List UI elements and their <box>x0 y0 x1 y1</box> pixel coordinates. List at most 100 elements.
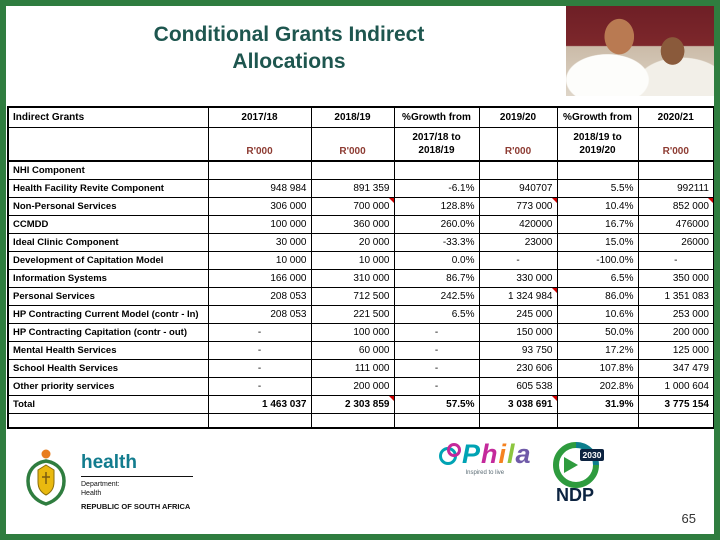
row-label: Total <box>7 394 209 414</box>
column-header: 2020/21 <box>637 106 714 128</box>
brand-text: health Department: Health REPUBLIC OF SO… <box>81 445 193 511</box>
row-label: Non-Personal Services <box>7 196 209 216</box>
table-row: Development of Capitation Model 10 000 10 … <box>7 250 714 270</box>
value-cell: 3 038 691 <box>478 394 558 414</box>
value-cell <box>637 160 714 180</box>
ndp-badge: 2030 <box>582 450 601 460</box>
phila-logo: Phila Inspired to live <box>438 439 532 476</box>
value-cell: 30 000 <box>207 232 312 252</box>
column-subheader: R'000 <box>310 126 395 162</box>
value-cell: 350 000 <box>637 268 714 288</box>
row-label: Mental Health Services <box>7 340 209 360</box>
table-row: Total 1 463 037 2 303 859 57.5% 3 038 691 31.… <box>7 394 714 414</box>
table-head: Indirect Grants 2017/18 2018/19 %Growth fro… <box>7 106 714 162</box>
value-cell: 200 000 <box>637 322 714 342</box>
value-cell: 891 359 <box>310 178 395 198</box>
value-cell: 3 775 154 <box>637 394 714 414</box>
ndp-text: NDP <box>556 485 594 505</box>
slide-header: Conditional Grants Indirect Allocations <box>6 6 714 106</box>
column-header: 2018/19 <box>310 106 395 128</box>
slide-footer: health Department: Health REPUBLIC OF SO… <box>6 429 714 534</box>
table-row: Ideal Clinic Component 30 000 20 000 -33.3%… <box>7 232 714 252</box>
value-cell: 1 000 604 <box>637 376 714 396</box>
value-cell: 23000 <box>478 232 558 252</box>
value-cell: 310 000 <box>310 268 395 288</box>
value-cell: 773 000 <box>478 196 558 216</box>
value-cell: 26000 <box>637 232 714 252</box>
footer-logos: Phila Inspired to live 2030 NDP <box>438 439 608 505</box>
brand-block: health Department: Health REPUBLIC OF SO… <box>20 445 193 511</box>
value-cell: 107.8% <box>556 358 639 378</box>
value-cell: -100.0% <box>556 250 639 270</box>
row-label: Information Systems <box>7 268 209 288</box>
dept-line-1: Department: <box>81 481 120 488</box>
value-cell <box>310 160 395 180</box>
phila-rings-icon <box>439 443 461 465</box>
value-cell: 347 479 <box>637 358 714 378</box>
phila-letter: h <box>481 438 499 469</box>
dept-line-2: Health <box>81 490 102 498</box>
comment-marker-icon <box>551 396 556 401</box>
value-cell: 420000 <box>478 214 558 234</box>
allocations-table: Indirect Grants 2017/18 2018/19 %Growth fro… <box>7 106 714 429</box>
phila-letter: i <box>498 438 508 469</box>
value-cell <box>207 160 312 180</box>
value-cell: - <box>207 340 312 360</box>
column-subheader: R'000 <box>207 126 312 162</box>
phila-letter: l <box>507 438 516 469</box>
column-header: %Growth from <box>556 106 639 128</box>
value-cell: 852 000 <box>637 196 714 216</box>
value-cell: 86.7% <box>393 268 480 288</box>
column-subheader: R'000 <box>478 126 558 162</box>
phila-letter: a <box>515 438 532 469</box>
value-cell <box>478 412 558 429</box>
table-wrap: Indirect Grants 2017/18 2018/19 %Growth fro… <box>6 106 714 429</box>
value-cell: 1 463 037 <box>207 394 312 414</box>
value-cell: 202.8% <box>556 376 639 396</box>
column-header: 2017/18 <box>207 106 312 128</box>
table-row: Information Systems 166 000 310 000 86.7% 33… <box>7 268 714 288</box>
table-row: Other priority services -200 000-605 538 2… <box>7 376 714 396</box>
value-cell: 6.5% <box>556 268 639 288</box>
value-cell: 242.5% <box>393 286 480 306</box>
value-cell <box>478 160 558 180</box>
value-cell: 57.5% <box>393 394 480 414</box>
value-cell <box>393 412 480 429</box>
value-cell: 93 750 <box>478 340 558 360</box>
column-subheader: 2018/19 to 2019/20 <box>556 126 639 162</box>
value-cell: 712 500 <box>310 286 395 306</box>
row-label: Personal Services <box>7 286 209 306</box>
value-cell: 208 053 <box>207 286 312 306</box>
value-cell: - <box>393 322 480 342</box>
comment-marker-icon <box>388 396 393 401</box>
country-label: REPUBLIC OF SOUTH AFRICA <box>81 501 191 511</box>
value-cell: 360 000 <box>310 214 395 234</box>
table-row: School Health Services -111 000-230 606 10… <box>7 358 714 378</box>
value-cell: 31.9% <box>556 394 639 414</box>
value-cell: 5.5% <box>556 178 639 198</box>
value-cell <box>637 412 714 429</box>
value-cell: 50.0% <box>556 322 639 342</box>
value-cell <box>207 412 312 429</box>
value-cell: 10 000 <box>207 250 312 270</box>
value-cell <box>556 160 639 180</box>
table-row: Non-Personal Services 306 000 700 000 128.8… <box>7 196 714 216</box>
value-cell: 253 000 <box>637 304 714 324</box>
value-cell: - <box>207 358 312 378</box>
coat-of-arms-logo <box>26 449 66 506</box>
value-cell: 6.5% <box>393 304 480 324</box>
value-cell: - <box>393 376 480 396</box>
value-cell: 10 000 <box>310 250 395 270</box>
title-line-1: Conditional Grants Indirect <box>153 23 425 46</box>
comment-marker-icon <box>708 198 713 203</box>
phila-wordmark: Phila <box>462 438 532 469</box>
header-photo <box>566 6 714 96</box>
table-row: Mental Health Services -60 000-93 750 17.2… <box>7 340 714 360</box>
value-cell: 20 000 <box>310 232 395 252</box>
value-cell <box>310 412 395 429</box>
table-row <box>7 412 714 429</box>
row-label: HP Contracting Current Model (contr - In… <box>7 304 209 324</box>
value-cell: -33.3% <box>393 232 480 252</box>
value-cell: 17.2% <box>556 340 639 360</box>
row-label: School Health Services <box>7 358 209 378</box>
